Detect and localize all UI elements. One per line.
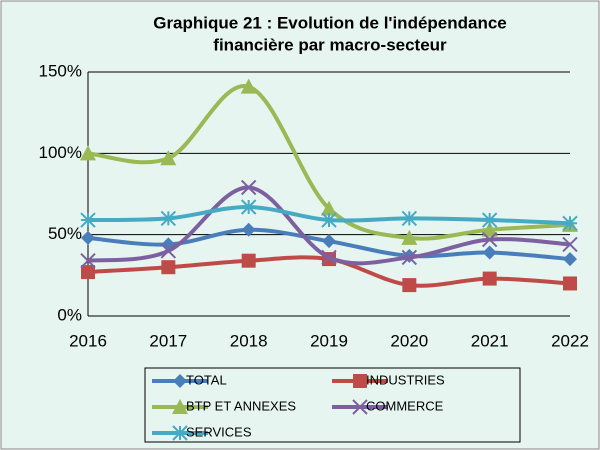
marker bbox=[563, 252, 577, 267]
chart-title: Graphique 21 : Evolution de l'indépendan… bbox=[153, 13, 507, 32]
marker bbox=[161, 260, 176, 275]
chart-title: financière par macro-secteur bbox=[213, 35, 447, 54]
marker bbox=[352, 399, 368, 415]
x-tick-label: 2018 bbox=[230, 331, 268, 350]
marker bbox=[240, 199, 257, 215]
legend-label: INDUSTRIES bbox=[366, 372, 445, 387]
marker bbox=[481, 212, 498, 228]
legend-label: TOTAL bbox=[186, 372, 227, 387]
legend-item: INDUSTRIES bbox=[332, 372, 445, 388]
y-tick-label: 100% bbox=[39, 143, 82, 162]
legend-item: TOTAL bbox=[152, 372, 227, 388]
marker bbox=[240, 179, 257, 196]
legend-label: BTP ET ANNEXES bbox=[186, 398, 296, 413]
marker bbox=[241, 222, 256, 237]
marker bbox=[401, 249, 418, 266]
legend-label: SERVICES bbox=[186, 424, 252, 439]
legend-item: BTP ET ANNEXES bbox=[152, 398, 296, 414]
y-tick-label: 150% bbox=[39, 61, 82, 80]
legend-item: SERVICES bbox=[152, 424, 252, 441]
marker bbox=[562, 236, 578, 253]
marker bbox=[160, 210, 177, 227]
marker bbox=[563, 276, 577, 291]
marker bbox=[160, 243, 177, 259]
x-tick-label: 2021 bbox=[471, 331, 509, 350]
marker bbox=[481, 221, 498, 237]
x-tick-label: 2017 bbox=[149, 331, 187, 350]
legend-item: COMMERCE bbox=[332, 398, 444, 415]
marker bbox=[241, 253, 256, 268]
legend-box bbox=[144, 367, 521, 443]
marker bbox=[321, 249, 337, 266]
x-tick-label: 2022 bbox=[551, 331, 589, 350]
marker bbox=[173, 374, 187, 388]
marker bbox=[482, 245, 497, 260]
marker bbox=[353, 374, 367, 388]
y-tick-label: 0% bbox=[57, 305, 82, 324]
marker bbox=[322, 234, 336, 249]
marker bbox=[80, 252, 96, 269]
marker bbox=[401, 210, 418, 227]
x-tick-label: 2020 bbox=[390, 331, 428, 350]
marker bbox=[81, 265, 95, 280]
legend-label: COMMERCE bbox=[366, 398, 444, 413]
marker bbox=[80, 212, 96, 228]
y-tick-label: 50% bbox=[48, 224, 82, 243]
marker bbox=[321, 200, 337, 216]
marker bbox=[160, 150, 177, 166]
marker bbox=[172, 425, 188, 441]
x-tick-label: 2016 bbox=[69, 331, 107, 350]
marker bbox=[562, 215, 578, 231]
marker bbox=[240, 78, 257, 94]
x-tick-label: 2019 bbox=[310, 331, 348, 350]
marker bbox=[321, 212, 337, 228]
marker bbox=[80, 145, 96, 161]
marker bbox=[81, 230, 95, 245]
marker bbox=[402, 278, 417, 293]
marker bbox=[172, 399, 188, 414]
marker bbox=[481, 231, 498, 248]
marker bbox=[401, 229, 418, 245]
marker bbox=[482, 271, 497, 286]
